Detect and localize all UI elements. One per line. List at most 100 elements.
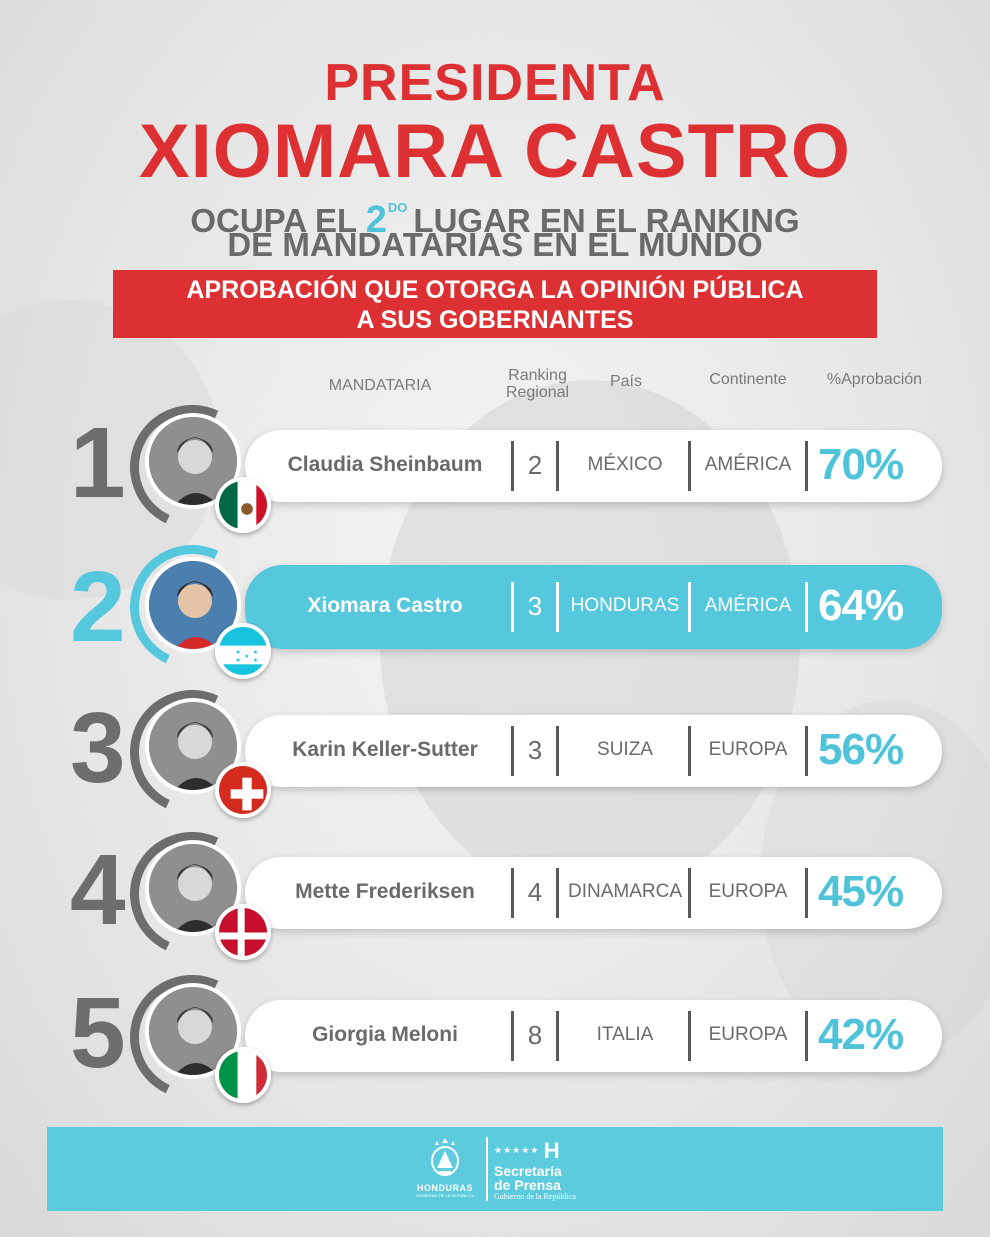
subtitle-superscript: DO <box>387 200 408 215</box>
mandataria-name: Xiomara Castro <box>307 594 463 617</box>
header-ranking: Ranking Regional <box>490 367 585 401</box>
continent: EUROPA <box>708 739 788 760</box>
logo2-line1: Secretaría <box>494 1163 562 1179</box>
column-divider <box>805 1011 808 1061</box>
column-divider <box>556 582 559 632</box>
honduras-logo: HONDURAS GOBIERNO DE LA REPÚBLICA <box>410 1136 480 1198</box>
red-banner: APROBACIÓN QUE OTORGA LA OPINIÓN PÚBLICA… <box>113 270 877 338</box>
approval-percent: 56% <box>818 725 904 774</box>
row-pill <box>245 857 942 929</box>
stars-icon: ★★★★★ <box>494 1145 540 1155</box>
subtitle-post: LUGAR EN EL RANKING <box>413 202 800 239</box>
mandataria-name: Mette Frederiksen <box>295 880 475 903</box>
continent: EUROPA <box>708 1024 788 1045</box>
continent: AMÉRICA <box>704 595 792 616</box>
portrait-avatar <box>145 698 241 794</box>
column-divider <box>511 441 514 491</box>
approval-percent: 64% <box>818 581 904 630</box>
ranking-row: 1 Claudia Sheinbaum 2 MÉXICO AMÉRICA 70% <box>0 387 990 555</box>
header-aprobacion: %Aprobación <box>826 371 923 388</box>
approval-percent: 42% <box>818 1010 904 1059</box>
rank-number: 4 <box>70 834 126 946</box>
ranking-regional: 3 <box>527 591 543 621</box>
ranking-regional: 3 <box>527 735 543 765</box>
svg-text:★: ★ <box>235 657 240 664</box>
header-mandataria: MANDATARIA <box>328 377 432 394</box>
column-divider <box>805 441 808 491</box>
secretaria-prensa-logo: ★★★★★ H Secretaría de Prensa Gobierno de… <box>494 1138 576 1202</box>
ranking-regional: 2 <box>527 450 543 480</box>
header-ranking-line1: Ranking <box>508 367 567 384</box>
logo1-sub: GOBIERNO DE LA REPÚBLICA <box>416 1193 474 1198</box>
subtitle-pre: OCUPA EL <box>190 202 357 239</box>
approval-percent: 70% <box>818 440 904 489</box>
column-divider <box>688 868 691 918</box>
column-divider <box>688 1011 691 1061</box>
ranking-regional: 4 <box>527 877 543 907</box>
rank-number: 2 <box>70 551 126 663</box>
svg-text:★: ★ <box>235 649 240 656</box>
mandataria-name: Karin Keller-Sutter <box>292 738 478 761</box>
svg-text:★: ★ <box>253 657 258 664</box>
country: HONDURAS <box>570 595 680 616</box>
header-pais: País <box>609 373 642 390</box>
country: DINAMARCA <box>567 881 682 902</box>
column-divider <box>805 582 808 632</box>
column-divider <box>688 441 691 491</box>
svg-text:★: ★ <box>253 649 258 656</box>
banner-line1: APROBACIÓN QUE OTORGA LA OPINIÓN PÚBLICA <box>186 276 804 304</box>
row-pill <box>245 430 942 502</box>
ranking-regional: 8 <box>527 1020 543 1050</box>
footer-bar <box>47 1127 943 1211</box>
svg-text:★: ★ <box>244 653 249 660</box>
continent: EUROPA <box>708 881 788 902</box>
column-divider <box>511 582 514 632</box>
mandataria-name: Claudia Sheinbaum <box>287 453 483 476</box>
mandataria-name: Giorgia Meloni <box>312 1023 458 1046</box>
ranking-row: 5 Giorgia Meloni 8 ITALIA EUROPA 42% <box>0 957 990 1125</box>
rank-number: 1 <box>70 407 126 519</box>
footer-divider <box>486 1137 488 1201</box>
column-divider <box>688 726 691 776</box>
header-ranking-line2: Regional <box>505 384 570 401</box>
subtitle-line2: DE MANDATARIAS EN EL MUNDO <box>227 226 763 263</box>
column-divider <box>556 441 559 491</box>
column-divider <box>556 868 559 918</box>
header-continente: Continente <box>709 371 787 388</box>
headline-presidenta: PRESIDENTA <box>324 54 666 112</box>
country: MÉXICO <box>587 454 663 475</box>
country: ITALIA <box>596 1024 654 1045</box>
column-divider <box>556 726 559 776</box>
banner-line2: A SUS GOBERNANTES <box>356 306 634 334</box>
ranking-row: 4 Mette Frederiksen 4 DINAMARCA EUROPA 4… <box>0 814 990 982</box>
column-divider <box>556 1011 559 1061</box>
column-divider <box>805 868 808 918</box>
coat-of-arms-icon <box>431 1138 459 1176</box>
headline-name: XIOMARA CASTRO <box>138 109 852 194</box>
row-pill <box>245 1000 942 1072</box>
row-pill <box>245 715 942 787</box>
country: SUIZA <box>597 739 653 760</box>
ranking-row: 2 ★ ★ ★ ★ ★ Xiomara Castro 3 HONDURAS AMÉRIC… <box>0 527 990 695</box>
approval-percent: 45% <box>818 867 904 916</box>
mexico-flag-icon <box>215 477 271 533</box>
portrait-icon <box>149 702 237 790</box>
column-divider <box>805 726 808 776</box>
column-divider <box>511 868 514 918</box>
italy-flag-icon <box>215 1047 271 1103</box>
logo2-line3: Gobierno de la República <box>494 1192 576 1201</box>
column-divider <box>511 726 514 776</box>
column-divider <box>688 582 691 632</box>
logo1-label: HONDURAS <box>416 1183 473 1193</box>
denmark-flag-icon <box>215 904 271 960</box>
ranking-row: 3 Karin Keller-Sutter 3 SUIZA EUROPA 56% <box>0 672 990 840</box>
continent: AMÉRICA <box>704 454 792 475</box>
rank-number: 3 <box>70 692 126 804</box>
switzerland-flag-icon <box>215 762 271 818</box>
column-divider <box>511 1011 514 1061</box>
logo2-line2: de Prensa <box>494 1177 561 1193</box>
subtitle-number: 2 <box>365 199 387 241</box>
logo2-letter: H <box>543 1138 560 1163</box>
rank-number: 5 <box>70 977 126 1089</box>
row-pill <box>245 565 942 649</box>
